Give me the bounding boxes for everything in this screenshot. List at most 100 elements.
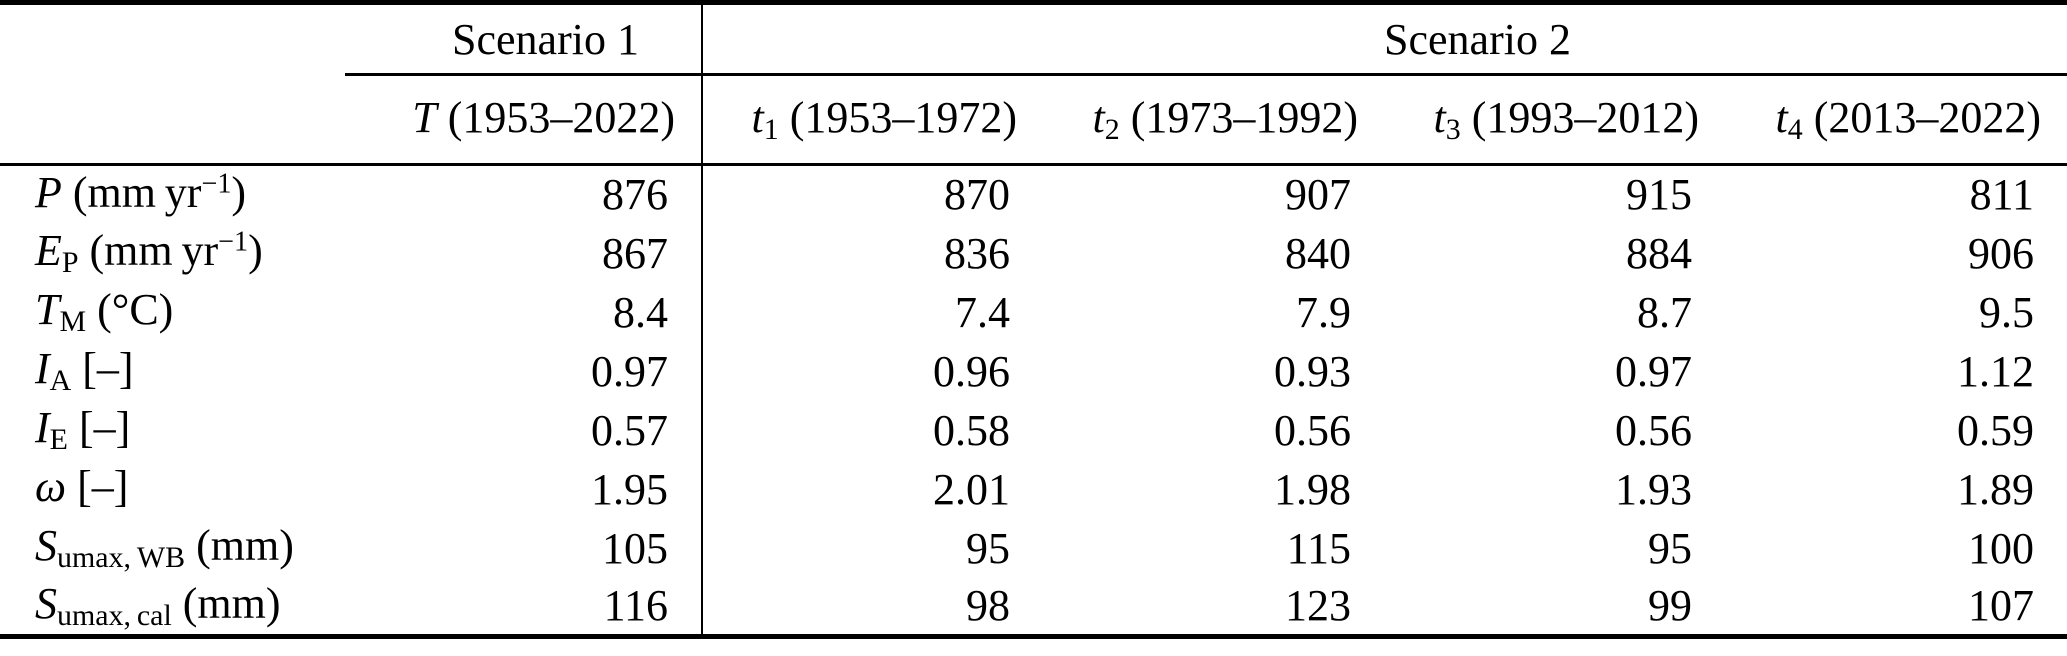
- scenario-group-header-row: Scenario 1 Scenario 2: [0, 2, 2067, 75]
- value-cell: 98: [701, 577, 1043, 637]
- table-row-IE: IE [–] 0.57 0.58 0.56 0.56 0.59: [0, 400, 2067, 460]
- value-cell: 0.96: [701, 341, 1043, 401]
- value-cell: 7.9: [1296, 287, 1351, 337]
- value-cell: 0.97: [1615, 346, 1692, 396]
- value-cell: 8.4: [613, 287, 668, 337]
- column-header-t4: t4 (2013–2022): [1725, 73, 2067, 166]
- value-cell: 1.95: [591, 464, 668, 514]
- value-cell: 884: [1626, 228, 1692, 278]
- column-period: (1973–1992): [1130, 92, 1358, 142]
- value-cell: 915: [1626, 170, 1692, 220]
- unit-text: ): [231, 168, 247, 218]
- table-row-P: P (mm yr−1) 876 870 907 915 811: [0, 164, 2067, 224]
- unit-text: [–]: [82, 344, 134, 394]
- row-label: ω [–]: [0, 460, 345, 519]
- variable-symbol: T: [35, 285, 60, 335]
- value-cell: 0.97: [591, 346, 668, 396]
- column-subscript: 4: [1787, 113, 1803, 147]
- variable-symbol: I: [35, 403, 50, 453]
- variable-symbol: I: [35, 344, 50, 394]
- value-cell: 906: [1968, 228, 2034, 278]
- unit-exponent: −1: [218, 226, 249, 258]
- variable-subscript: umax, WB: [57, 541, 186, 575]
- unit-label: (mm yr−1): [90, 226, 263, 275]
- value-cell: 105: [602, 523, 668, 573]
- value-cell: 116: [603, 581, 668, 631]
- unit-text: [–]: [77, 462, 129, 512]
- unit-text: (mm yr: [89, 226, 219, 276]
- value-cell: 907: [1285, 170, 1351, 220]
- row-label: EP (mm yr−1): [0, 224, 345, 283]
- value-cell: 9.5: [1979, 287, 2034, 337]
- row-label: Sumax, WB (mm): [0, 519, 345, 578]
- scenario-comparison-table: Scenario 1 Scenario 2 T (1953–2022) t1 (19…: [0, 0, 2067, 639]
- column-header-row: T (1953–2022) t1 (1953–1972) t2 (1973–1992)…: [0, 73, 2067, 166]
- corner-cell-top: [0, 3, 345, 75]
- value-cell: 0.59: [1957, 405, 2034, 455]
- value-cell: 100: [1968, 523, 2034, 573]
- row-label: Sumax, cal (mm): [0, 578, 345, 637]
- column-period: (1953–1972): [789, 92, 1017, 142]
- column-variable: t: [1092, 92, 1105, 142]
- value-cell: 811: [1969, 170, 2034, 220]
- column-subscript: 3: [1445, 113, 1461, 147]
- value-cell: 95: [701, 518, 1043, 578]
- unit-text: (mm): [196, 521, 294, 571]
- unit-text: (mm yr: [72, 168, 202, 218]
- value-cell: 95: [1648, 523, 1692, 573]
- value-cell: 1.93: [1615, 464, 1692, 514]
- value-cell: 115: [1286, 523, 1351, 573]
- value-cell: 0.58: [701, 400, 1043, 460]
- unit-text: (mm): [182, 579, 281, 629]
- unit-label: [–]: [77, 462, 128, 511]
- scenario1-header: Scenario 1: [452, 14, 639, 64]
- unit-label: [–]: [79, 403, 130, 452]
- value-cell: 1.89: [1957, 464, 2034, 514]
- table-row-Sumaxcal: Sumax, cal (mm) 116 98 123 99 107: [0, 577, 2067, 637]
- value-cell: 0.56: [1274, 405, 1351, 455]
- unit-text: (°C): [97, 285, 174, 335]
- column-period: (2013–2022): [1813, 92, 2041, 142]
- variable-symbol: E: [35, 226, 62, 276]
- variable-subscript: M: [59, 305, 87, 339]
- column-header-t3: t3 (1993–2012): [1384, 73, 1725, 166]
- value-cell: 99: [1648, 581, 1692, 631]
- value-cell: 0.93: [1274, 346, 1351, 396]
- column-subscript: 1: [763, 113, 779, 147]
- value-cell: 1.98: [1274, 464, 1351, 514]
- column-period: (1993–2012): [1471, 92, 1699, 142]
- variable-subscript: P: [61, 246, 79, 280]
- value-cell: 123: [1285, 581, 1351, 631]
- row-label: IA [–]: [0, 342, 345, 401]
- corner-cell-bottom: [0, 74, 345, 166]
- column-variable: t: [1433, 92, 1446, 142]
- variable-symbol: S: [35, 579, 57, 629]
- value-cell: 870: [701, 164, 1043, 224]
- unit-exponent: −1: [201, 168, 232, 200]
- column-variable: t: [751, 92, 764, 142]
- column-header-t1: t1 (1953–1972): [701, 73, 1043, 166]
- variable-subscript: A: [49, 364, 72, 398]
- row-label: IE [–]: [0, 401, 345, 460]
- unit-text: ): [248, 226, 263, 276]
- unit-label: (mm yr−1): [73, 168, 246, 217]
- variable-symbol: S: [35, 521, 57, 571]
- value-cell: 840: [1285, 228, 1351, 278]
- unit-label: (mm): [183, 579, 281, 628]
- value-cell: 107: [1968, 581, 2034, 631]
- value-cell: 876: [602, 170, 668, 220]
- table-row-SumaxWB: Sumax, WB (mm) 105 95 115 95 100: [0, 518, 2067, 578]
- value-cell: 836: [701, 223, 1043, 283]
- row-label: TM (°C): [0, 283, 345, 342]
- unit-label: [–]: [82, 344, 133, 393]
- table-row-omega: ω [–] 1.95 2.01 1.98 1.93 1.89: [0, 459, 2067, 519]
- value-cell: 8.7: [1637, 287, 1692, 337]
- column-subscript: 2: [1104, 113, 1120, 147]
- value-cell: 7.4: [701, 282, 1043, 342]
- scenario2-header: Scenario 2: [701, 2, 2067, 75]
- table-row-TM: TM (°C) 8.4 7.4 7.9 8.7 9.5: [0, 282, 2067, 342]
- unit-text: [–]: [78, 403, 131, 453]
- value-cell: 2.01: [701, 459, 1043, 519]
- unit-label: (°C): [97, 285, 173, 334]
